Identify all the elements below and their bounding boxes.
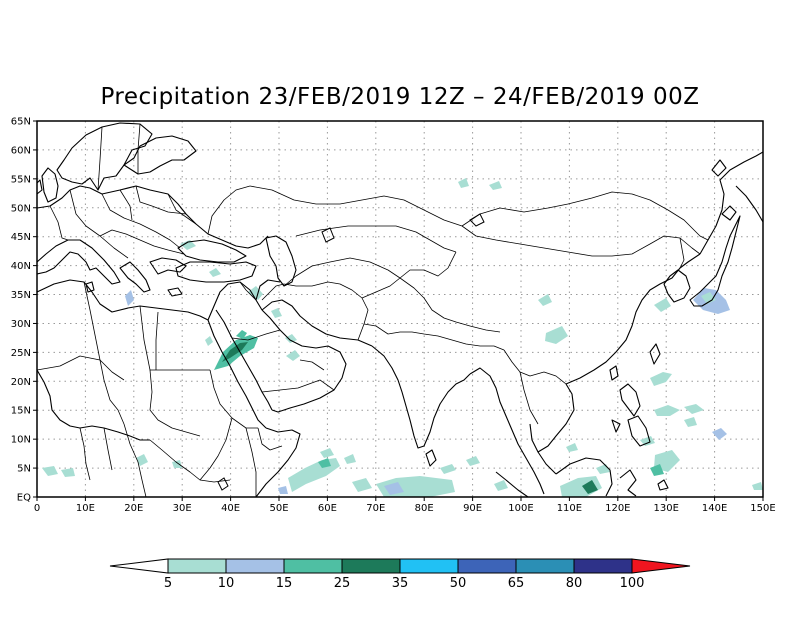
colorbar-label: 35 — [392, 576, 409, 591]
colorbar-swatch — [167, 558, 227, 574]
lon-label: 10E — [76, 503, 95, 514]
lon-label: 90E — [463, 503, 482, 514]
coastlines-and-borders — [37, 122, 763, 497]
lon-label: 120E — [605, 503, 630, 514]
colorbar-labels: 5 10 15 25 35 50 65 80 100 — [164, 576, 645, 591]
lon-label: 80E — [415, 503, 434, 514]
lat-label: 60N — [11, 145, 31, 156]
lat-label: 20N — [11, 377, 31, 388]
colorbar-label: 65 — [508, 576, 525, 591]
lon-label: 0 — [34, 503, 40, 514]
lon-label: 140E — [702, 503, 727, 514]
lon-label: 20E — [124, 503, 143, 514]
lon-label: 100E — [508, 503, 533, 514]
lon-label: 70E — [366, 503, 385, 514]
colorbar-min-arrow — [109, 558, 169, 574]
lat-label: 35N — [11, 290, 31, 301]
lat-label: 15N — [11, 406, 31, 417]
lon-label: 50E — [269, 503, 288, 514]
lat-label: 50N — [11, 203, 31, 214]
colorbar — [109, 558, 691, 574]
lat-lon-gridlines — [37, 121, 763, 497]
colorbar-swatch — [573, 558, 633, 574]
colorbar-label: 10 — [218, 576, 235, 591]
colorbar-swatch — [515, 558, 575, 574]
colorbar-swatch — [225, 558, 285, 574]
colorbar-swatch — [283, 558, 343, 574]
colorbar-label: 5 — [164, 576, 172, 591]
lat-label: 25N — [11, 348, 31, 359]
lat-label: EQ — [17, 493, 31, 504]
lat-label: 10N — [11, 435, 31, 446]
colorbar-swatch — [457, 558, 517, 574]
lat-label: 40N — [11, 261, 31, 272]
lat-label: 65N — [11, 117, 31, 128]
colorbar-label: 100 — [620, 576, 645, 591]
colorbar-swatch — [399, 558, 459, 574]
lat-label: 30N — [11, 319, 31, 330]
colorbar-label: 50 — [450, 576, 467, 591]
axis-ticks — [33, 120, 764, 501]
lon-label: 60E — [318, 503, 337, 514]
lat-label: 5N — [17, 464, 31, 475]
plot-frame — [36, 120, 764, 498]
lat-label: 45N — [11, 232, 31, 243]
precipitation-shading — [42, 178, 763, 497]
plot-background — [37, 121, 763, 497]
map-title: Precipitation 23/FEB/2019 12Z – 24/FEB/2… — [100, 84, 700, 110]
lon-label: 130E — [653, 503, 678, 514]
lon-label: 150E — [750, 503, 775, 514]
lat-label: 55N — [11, 174, 31, 185]
colorbar-label: 80 — [566, 576, 583, 591]
lon-label: 110E — [557, 503, 582, 514]
colorbar-max-arrow — [631, 558, 691, 574]
latitude-labels: EQ 5N 10N 15N 20N 25N 30N 35N 40N 45N 50N 55N 60N 65N — [11, 117, 31, 504]
colorbar-swatch — [341, 558, 401, 574]
lon-label: 40E — [221, 503, 240, 514]
colorbar-label: 15 — [276, 576, 293, 591]
longitude-labels: 0 10E 20E 30E 40E 50E 60E 70E 80E 90E 100E 110E 120E… — [34, 503, 776, 514]
lon-label: 30E — [173, 503, 192, 514]
colorbar-label: 25 — [334, 576, 351, 591]
